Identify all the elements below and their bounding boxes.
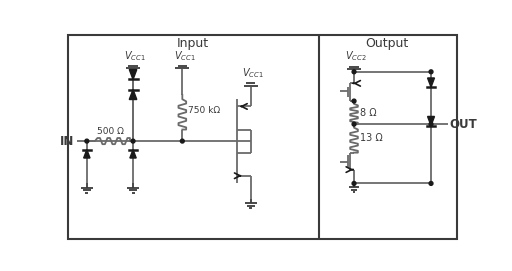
Text: Input: Input (176, 37, 208, 50)
Polygon shape (130, 69, 137, 79)
Circle shape (429, 182, 433, 185)
Polygon shape (428, 117, 435, 126)
Circle shape (85, 139, 89, 143)
Circle shape (352, 99, 356, 103)
Circle shape (131, 139, 135, 143)
Polygon shape (428, 78, 435, 87)
Circle shape (429, 122, 433, 126)
Polygon shape (130, 150, 136, 158)
Text: $V_{CC1}$: $V_{CC1}$ (174, 49, 196, 63)
Circle shape (352, 70, 356, 74)
Text: Output: Output (366, 37, 409, 50)
Text: 500 Ω: 500 Ω (96, 127, 123, 136)
Circle shape (352, 122, 356, 126)
Polygon shape (130, 89, 137, 99)
Circle shape (352, 182, 356, 185)
Text: 750 kΩ: 750 kΩ (188, 106, 220, 115)
Text: $V_{CC1}$: $V_{CC1}$ (124, 49, 146, 63)
Text: $V_{CC2}$: $V_{CC2}$ (345, 49, 367, 63)
Text: OUT: OUT (450, 118, 477, 131)
Circle shape (429, 70, 433, 74)
Text: IN: IN (60, 135, 75, 148)
Text: 8 Ω: 8 Ω (360, 108, 377, 118)
Circle shape (180, 139, 184, 143)
Polygon shape (83, 150, 90, 158)
Text: $V_{CC1}$: $V_{CC1}$ (242, 66, 264, 80)
Text: 13 Ω: 13 Ω (360, 133, 383, 143)
